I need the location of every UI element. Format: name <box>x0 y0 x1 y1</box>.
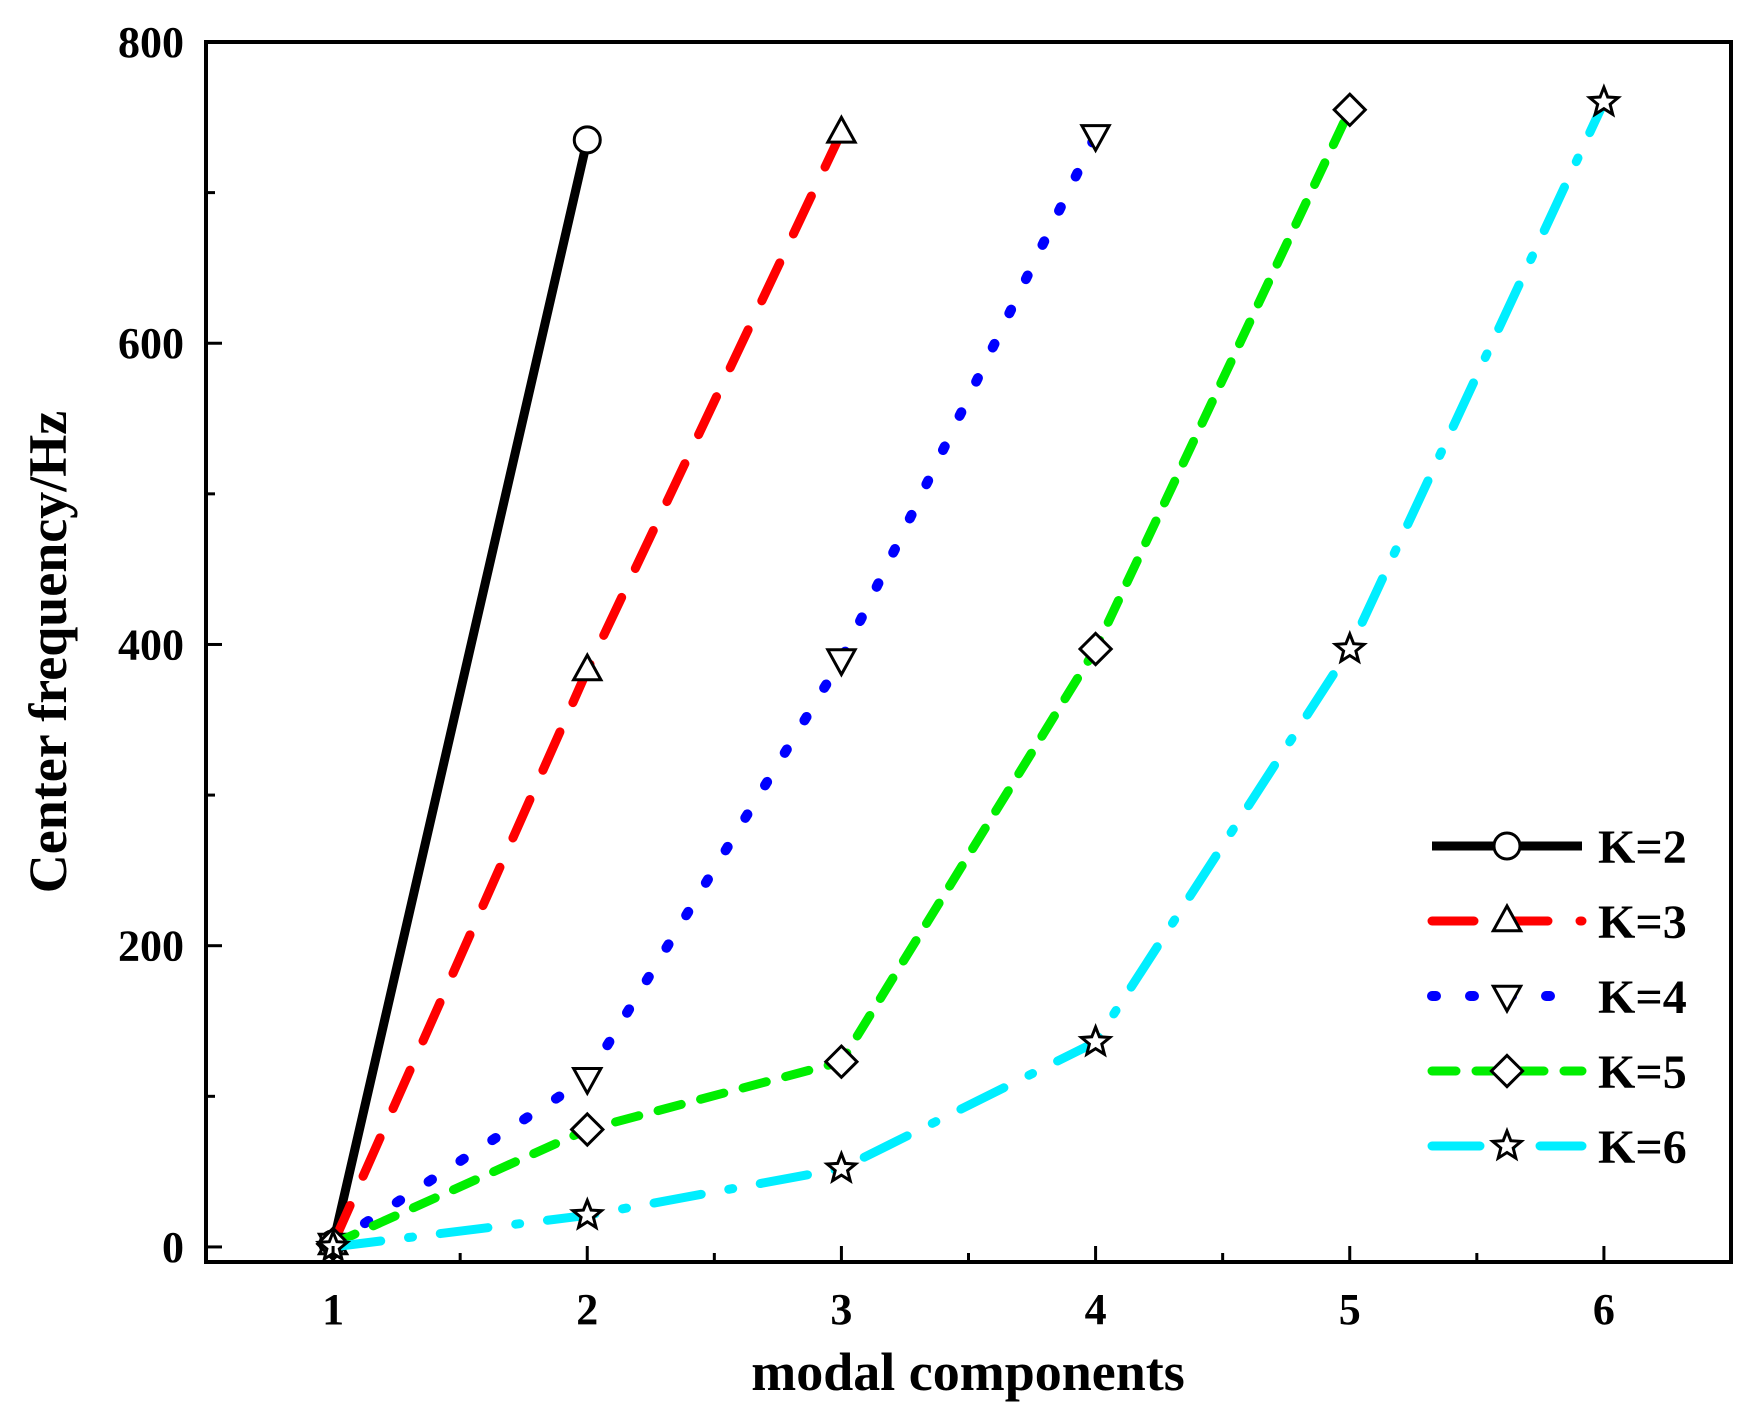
legend-marker <box>1490 984 1524 1015</box>
data-point-marker <box>571 651 604 682</box>
legend-label: K=3 <box>1598 896 1687 949</box>
legend-marker <box>1492 831 1522 861</box>
y-tick-label: 800 <box>118 18 184 67</box>
x-tick-label: 1 <box>322 1285 344 1334</box>
legend-marker <box>1489 1053 1525 1089</box>
legend-entry: K=2 <box>1432 821 1687 874</box>
y-tick-label: 200 <box>118 922 184 971</box>
data-point-marker <box>823 1149 860 1185</box>
data-point-marker <box>1331 629 1368 665</box>
data-point-marker <box>1077 631 1114 667</box>
x-tick-label: 5 <box>1339 1285 1361 1334</box>
data-point-marker <box>825 648 858 678</box>
y-tick-label: 600 <box>118 319 184 368</box>
tick-layer: 1 2 3 4 5 6 0 200 400 600 800 <box>118 18 1615 1334</box>
legend-entry: K=4 <box>1427 971 1687 1024</box>
legend-label: K=2 <box>1598 821 1687 874</box>
data-point-marker <box>1332 92 1368 128</box>
legend-label: K=5 <box>1598 1046 1687 1099</box>
y-axis-title: Center frequency/Hz <box>18 411 78 893</box>
data-point-marker <box>1079 124 1112 154</box>
legend: K=2 K=3 K=4 K=5 K=6 <box>1427 821 1687 1174</box>
x-axis-title: modal components <box>751 1342 1185 1402</box>
legend-entry: K=6 <box>1427 1121 1687 1174</box>
data-point-marker <box>1585 83 1622 118</box>
x-tick-label: 3 <box>830 1285 852 1334</box>
legend-label: K=6 <box>1598 1121 1687 1174</box>
data-point-marker <box>571 1067 604 1097</box>
x-tick-label: 6 <box>1593 1285 1615 1334</box>
data-point-marker <box>572 125 602 155</box>
x-tick-label: 4 <box>1085 1285 1107 1334</box>
series-line <box>328 130 1101 1249</box>
series-layer <box>314 83 1622 1263</box>
series-k-6 <box>314 83 1622 1263</box>
data-point-marker <box>1077 1022 1114 1058</box>
x-tick-label: 2 <box>576 1285 598 1334</box>
series-line <box>328 138 592 1245</box>
series-line <box>328 97 1609 1252</box>
legend-entry: K=3 <box>1427 896 1687 949</box>
data-point-marker <box>569 1196 606 1231</box>
data-point-marker <box>569 1111 606 1148</box>
y-tick-label: 400 <box>118 620 184 669</box>
data-point-marker <box>825 114 858 144</box>
legend-marker <box>1488 1126 1526 1162</box>
legend-entry: K=5 <box>1427 1046 1687 1099</box>
legend-marker <box>1490 902 1524 933</box>
legend-label: K=4 <box>1598 971 1687 1024</box>
data-point-marker <box>823 1043 860 1080</box>
y-tick-label: 0 <box>162 1223 184 1272</box>
